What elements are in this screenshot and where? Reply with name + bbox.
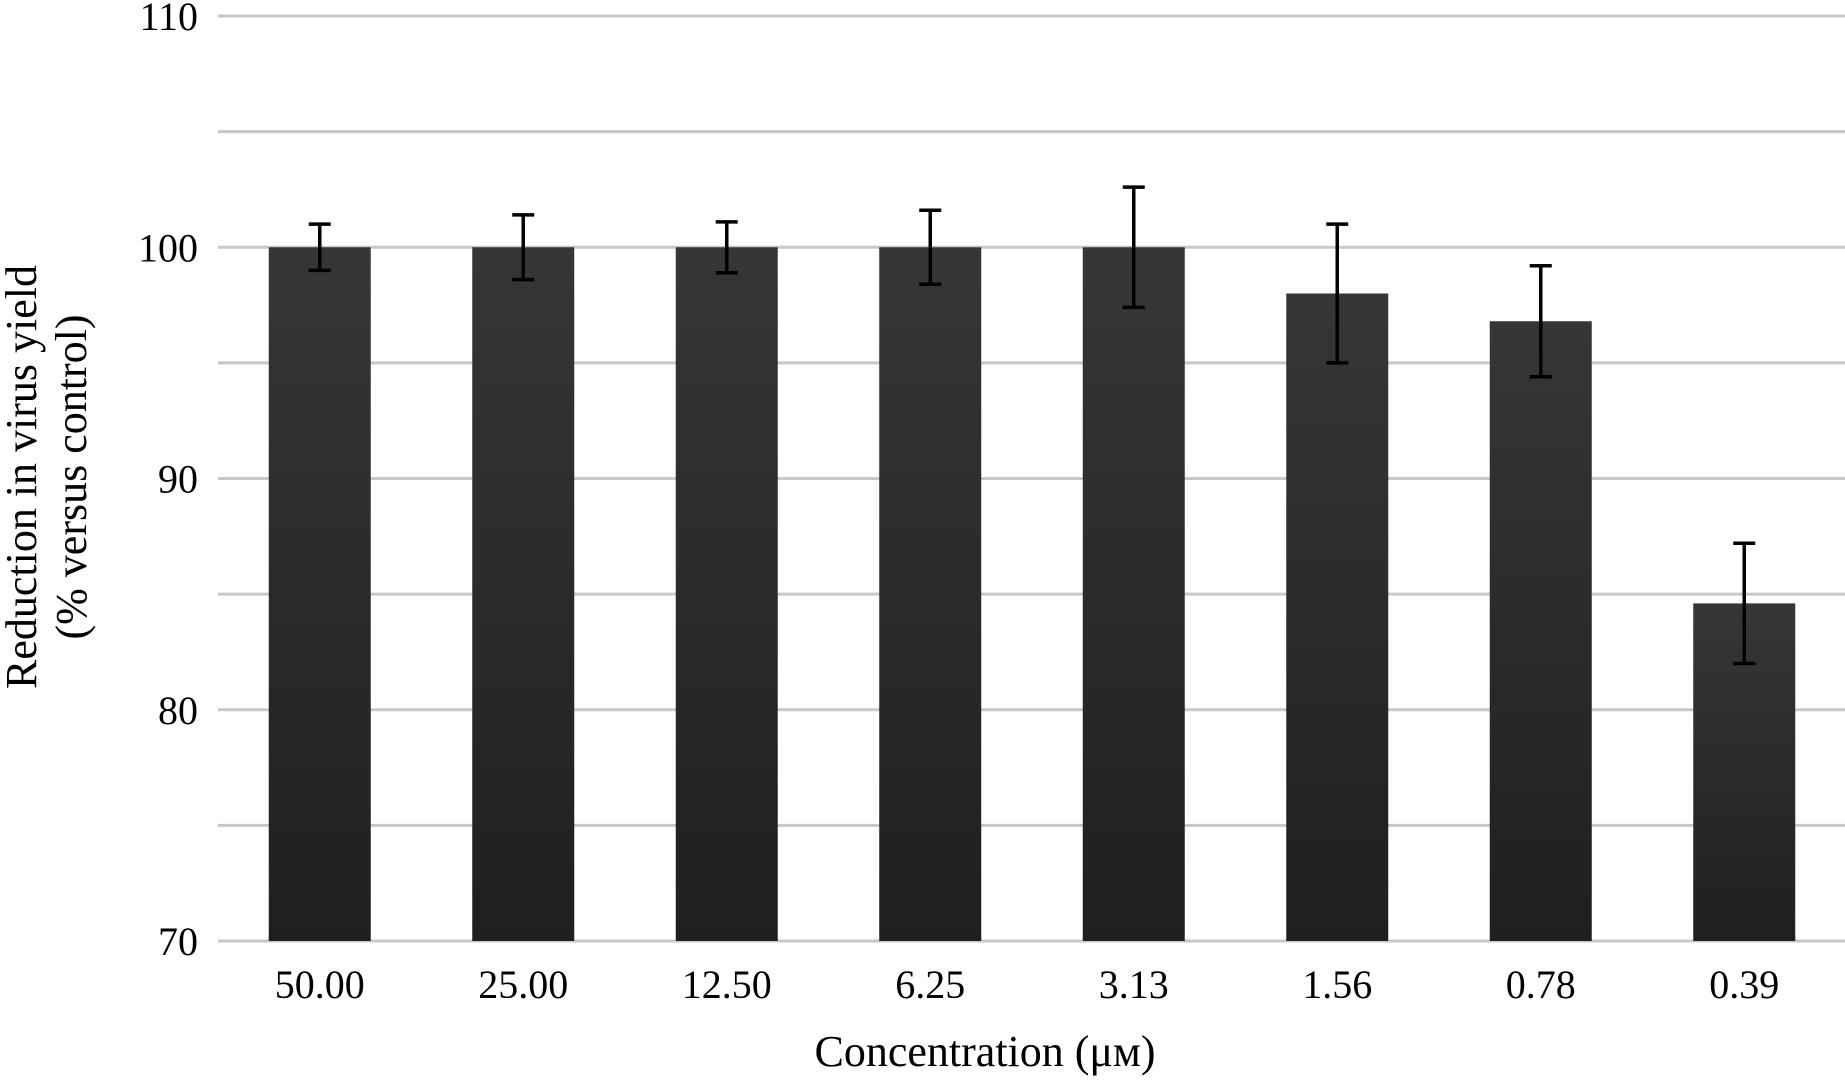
x-tick-label: 1.56 [1302, 962, 1372, 1007]
error-bar [308, 222, 331, 273]
bars [268, 247, 1796, 941]
x-tick-label: 0.78 [1506, 962, 1576, 1007]
error-bar [512, 213, 535, 282]
y-tick-label: 70 [158, 919, 198, 964]
y-axis-title: Reduction in virus yield (% versus contr… [0, 265, 96, 689]
error-bars [308, 185, 1756, 666]
y-tick-label: 90 [158, 457, 198, 502]
x-tick-label: 50.00 [275, 962, 365, 1007]
bar [1286, 293, 1389, 941]
error-bar [1122, 185, 1145, 310]
y-tick-label: 80 [158, 688, 198, 733]
y-tick-label: 100 [138, 225, 198, 270]
bar [675, 247, 778, 941]
y-tick-label: 110 [139, 0, 198, 39]
x-tick-label: 12.50 [682, 962, 772, 1007]
bar [472, 247, 575, 941]
x-tick-label: 25.00 [478, 962, 568, 1007]
y-axis-ticks: 70 80 90 100 110 [138, 0, 198, 964]
bar [1082, 247, 1185, 941]
x-tick-label: 3.13 [1099, 962, 1169, 1007]
y-axis-title-line-2: (% versus control) [47, 314, 96, 639]
error-bar [1326, 222, 1349, 365]
x-axis-ticks: 50.00 25.00 12.50 6.25 3.13 1.56 0.78 0.39 [275, 962, 1780, 1007]
x-tick-label: 6.25 [895, 962, 965, 1007]
x-tick-label: 0.39 [1709, 962, 1779, 1007]
bar [1489, 321, 1592, 941]
error-bar [715, 220, 738, 275]
error-bar [919, 208, 942, 286]
gridlines [218, 14, 1845, 943]
bar [268, 247, 371, 941]
y-axis-title-line-1: Reduction in virus yield [0, 265, 46, 689]
error-bar [1733, 541, 1756, 666]
bar [879, 247, 982, 941]
x-axis-title: Concentration (μм) [815, 1027, 1156, 1076]
error-bar [1529, 264, 1552, 379]
